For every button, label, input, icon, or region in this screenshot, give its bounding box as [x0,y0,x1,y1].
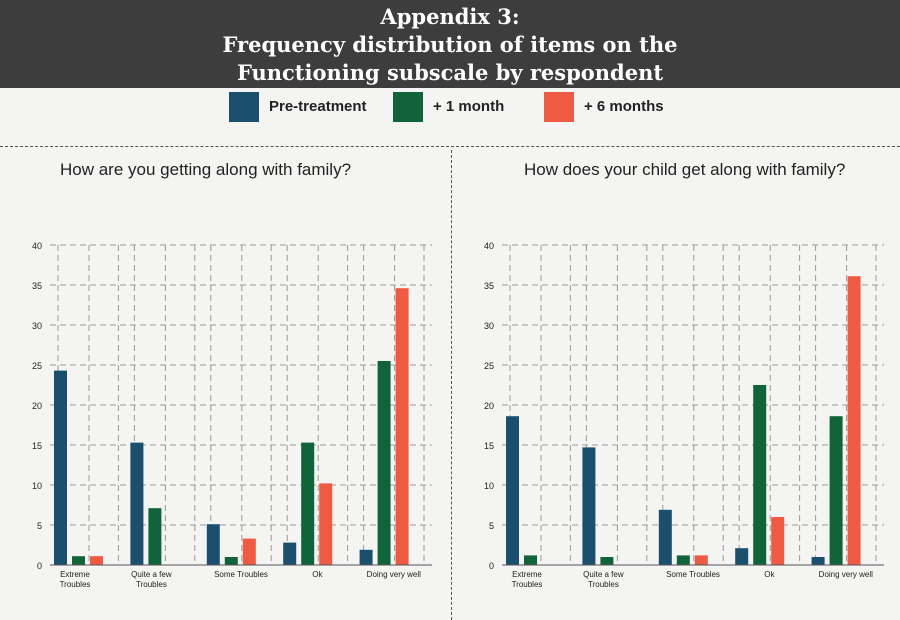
chart-left-title: How are you getting along with family? [60,160,352,179]
chart-left-bar-1-month [224,557,238,565]
legend-swatch-1-month [393,92,423,122]
legend-label-pre-treatment: Pre-treatment [269,98,367,115]
chart-left-ytick-label: 40 [32,241,42,251]
chart-right-bar-1-month [676,555,690,565]
chart-left-bar-1-month [148,508,162,565]
chart-right-category-label: Extreme [512,570,542,579]
chart-left-bar-1-month [72,556,85,565]
chart-left-bar-6-months [90,556,103,565]
chart-left-ytick-label: 10 [32,481,42,491]
chart-left-bar-pre-treatment [283,542,297,565]
chart-left-bar-1-month [377,361,391,565]
header-banner: Appendix 3: Frequency distribution of it… [0,0,900,88]
chart-left-bar-pre-treatment [206,524,220,565]
chart-left-category-label: Extreme [60,570,90,579]
header-line-3: Functioning subscale by respondent [236,60,664,85]
header-line-1: Appendix 3: [380,4,520,29]
chart-left-bar-pre-treatment [130,442,144,565]
chart-right-ytick-label: 25 [484,361,494,371]
chart-left-bar-6-months [242,538,256,565]
chart-left-ytick-label: 0 [37,561,42,571]
chart-right-bar-6-months [847,276,861,565]
chart-right-bar-1-month [600,557,614,565]
chart-left-ytick-label: 35 [32,281,42,291]
chart-right-bar-1-month [829,416,843,565]
chart-right-ytick-label: 15 [484,441,494,451]
chart-left-category-label: Troubles [60,580,91,589]
chart-right-ytick-label: 20 [484,401,494,411]
chart-left-ytick-label: 25 [32,361,42,371]
legend: Pre-treatment + 1 month + 6 months [0,92,900,124]
chart-right-ytick-label: 40 [484,241,494,251]
chart-right-ytick-label: 30 [484,321,494,331]
chart-left-bar-pre-treatment [54,370,67,565]
chart-right-category-label: Troubles [512,580,543,589]
chart-left-ytick-label: 30 [32,321,42,331]
header-line-2: Frequency distribution of items on the [222,32,678,57]
chart-right-bar-pre-treatment [506,416,519,565]
vertical-divider [451,150,452,620]
chart-right-bar-1-month [753,385,767,565]
chart-right-category-label: Some Troubles [666,570,720,579]
chart-right-bar-pre-treatment [658,509,672,565]
chart-right-category-label: Troubles [588,580,619,589]
chart-left-category-label: Quite a few [131,570,172,579]
chart-right-category-label: Doing very well [819,570,873,579]
chart-left-category-label: Troubles [136,580,167,589]
chart-right-ytick-label: 0 [489,561,494,571]
chart-right-bar-pre-treatment [735,548,749,565]
legend-swatch-pre-treatment [229,92,259,122]
chart-right-bar-6-months [771,517,785,565]
chart-left-category-label: Ok [312,570,323,579]
chart-right-bar-1-month [524,555,537,565]
chart-right-bar-pre-treatment [811,557,825,565]
chart-left-bar-pre-treatment [359,549,373,565]
chart-left-bar-6-months [395,288,409,565]
chart-left-category-label: Some Troubles [214,570,268,579]
chart-right-ytick-label: 5 [489,521,494,531]
chart-right-category-label: Quite a few [583,570,624,579]
chart-left-bar-1-month [301,442,315,565]
chart-right-bar-6-months [694,555,708,565]
legend-swatch-6-months [544,92,574,122]
chart-right-ytick-label: 35 [484,281,494,291]
chart-right-title: How does your child get along with famil… [524,160,846,179]
chart-left-ytick-label: 20 [32,401,42,411]
chart-left-category-label: Doing very well [367,570,421,579]
horizontal-divider [0,146,900,147]
chart-left-ytick-label: 15 [32,441,42,451]
chart-left-ytick-label: 5 [37,521,42,531]
legend-label-6-months: + 6 months [584,98,664,115]
chart-right-bar-pre-treatment [582,447,596,565]
legend-label-1-month: + 1 month [433,98,505,115]
chart-left-bar-6-months [319,483,333,565]
chart-right-category-label: Ok [764,570,775,579]
chart-right-ytick-label: 10 [484,481,494,491]
